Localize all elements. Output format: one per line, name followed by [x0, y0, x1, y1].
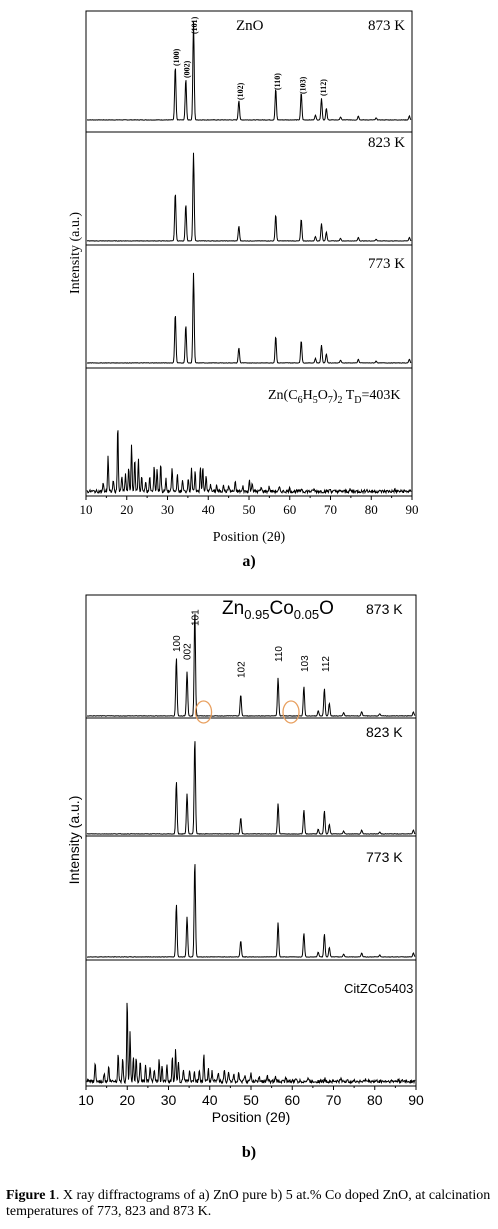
panel-b-frame [85, 594, 417, 1087]
panel-a-letter: a) [242, 553, 255, 570]
panel-a-x-ticks: 10 20 30 40 50 60 70 80 90 [80, 496, 419, 517]
panel-a-x-tick-label-60: 60 [283, 502, 296, 517]
panel-a-peak-label-002: (002) [182, 60, 191, 78]
panel-a-trace-773-k [86, 272, 412, 364]
panel-b-peak-labels: 100 002 101 102 110 103 112 [172, 609, 332, 678]
panel-b-x-tick-label-20: 20 [119, 1092, 135, 1108]
panel-a-label-873k: 873 K [368, 18, 405, 34]
panel-a: 10 20 30 40 50 60 70 80 90 (100)(002)(101)(102)(… [68, 10, 419, 570]
panel-a-y-axis-label: Intensity (a.u.) [68, 212, 83, 294]
panel-a-separators [86, 131, 412, 369]
panel-a-x-tick-label-50: 50 [243, 502, 256, 517]
panel-b-title: Zn0.95Co0.05O [222, 598, 334, 622]
panel-a-x-tick-label-20: 20 [120, 502, 133, 517]
panel-b-trace-citzco5403 [86, 1002, 416, 1085]
panel-b-peak-label-102: 102 [237, 661, 248, 678]
panel-b-traces [86, 613, 416, 1085]
panel-b-label-823k: 823 K [366, 724, 403, 740]
panel-b-peak-label-110: 110 [274, 646, 285, 662]
panel-b-separators [86, 717, 416, 961]
caption-figure-number: Figure 1 [6, 1188, 56, 1203]
panel-b-x-tick-label-70: 70 [326, 1092, 342, 1108]
panel-a-peak-label-102: (102) [236, 82, 245, 100]
panel-b-highlight-circle-1 [282, 700, 300, 724]
panel-b-x-tick-label-10: 10 [78, 1092, 94, 1108]
panel-b-x-ticks: 10 20 30 40 50 60 70 80 90 [78, 1086, 424, 1108]
panel-b-peak-label-002: 002 [183, 643, 194, 660]
panel-a-x-tick-label-40: 40 [202, 502, 215, 517]
panel-a-frame [85, 10, 413, 497]
panel-a-peak-label-110: (110) [273, 73, 282, 90]
panel-a-trace-zn-c6h5o7-2-td-403k [86, 430, 412, 495]
panel-b-x-tick-label-80: 80 [367, 1092, 383, 1108]
panel-a-x-tick-label-10: 10 [80, 502, 93, 517]
panel-b-letter: b) [242, 1144, 256, 1161]
panel-a-label-823k: 823 K [368, 135, 405, 151]
panel-b-peak-label-103: 103 [300, 655, 311, 672]
panel-b-x-tick-label-60: 60 [284, 1092, 300, 1108]
panel-b-label-773k: 773 K [366, 849, 403, 865]
panel-b-precursor-label: CitZCo5403 [344, 981, 413, 996]
panel-a-x-tick-label-90: 90 [406, 502, 419, 517]
panel-b-label-873k: 873 K [366, 601, 403, 617]
panel-a-peak-label-112: (112) [319, 79, 328, 96]
panel-b-peak-label-101: 101 [190, 609, 201, 626]
panel-b-trace-773-k [87, 864, 416, 958]
panel-b: 10 20 30 40 50 60 70 80 90 100 002 101 102 110 103 112… [66, 594, 424, 1161]
panel-a-label-773k: 773 K [368, 256, 405, 272]
caption-text: . X ray diffractograms of a) ZnO pure b)… [6, 1188, 491, 1219]
panel-a-peak-label-101: (101) [190, 16, 199, 34]
panel-b-trace-823-k [86, 741, 416, 835]
panel-b-trace-873-k [86, 613, 416, 717]
panel-b-x-axis-label: Position (2θ) [212, 1109, 291, 1125]
panel-a-title: ZnO [236, 18, 264, 34]
panel-a-trace-823-k [86, 152, 412, 242]
panel-b-x-tick-label-30: 30 [161, 1092, 177, 1108]
panel-b-highlight-circle-0 [194, 700, 213, 724]
panel-a-x-tick-label-70: 70 [324, 502, 337, 517]
panel-b-x-tick-label-90: 90 [408, 1092, 424, 1108]
panel-a-x-tick-label-80: 80 [365, 502, 378, 517]
panel-b-y-axis-label: Intensity (a.u.) [66, 796, 82, 885]
panel-b-x-tick-label-40: 40 [202, 1092, 218, 1108]
panel-b-peak-label-112: 112 [321, 656, 332, 672]
panel-a-traces [86, 21, 412, 495]
panel-a-trace-873-k [87, 21, 412, 121]
panel-b-highlight-markers [194, 700, 300, 724]
panel-a-precursor-label: Zn(C6H5O7)2 TD=403K [268, 388, 401, 406]
panel-b-peak-label-100: 100 [172, 635, 183, 652]
panel-a-peak-label-103: (103) [299, 76, 308, 94]
panel-a-peak-label-100: (100) [172, 48, 181, 66]
panel-b-x-tick-label-50: 50 [243, 1092, 259, 1108]
panel-a-x-tick-label-30: 30 [161, 502, 174, 517]
figure-caption: Figure 1. X ray diffractograms of a) ZnO… [6, 1188, 496, 1220]
panel-a-x-axis-label: Position (2θ) [213, 530, 286, 545]
panel-a-peak-labels: (100)(002) (101) (102) (110) (103) (112) [172, 16, 328, 100]
